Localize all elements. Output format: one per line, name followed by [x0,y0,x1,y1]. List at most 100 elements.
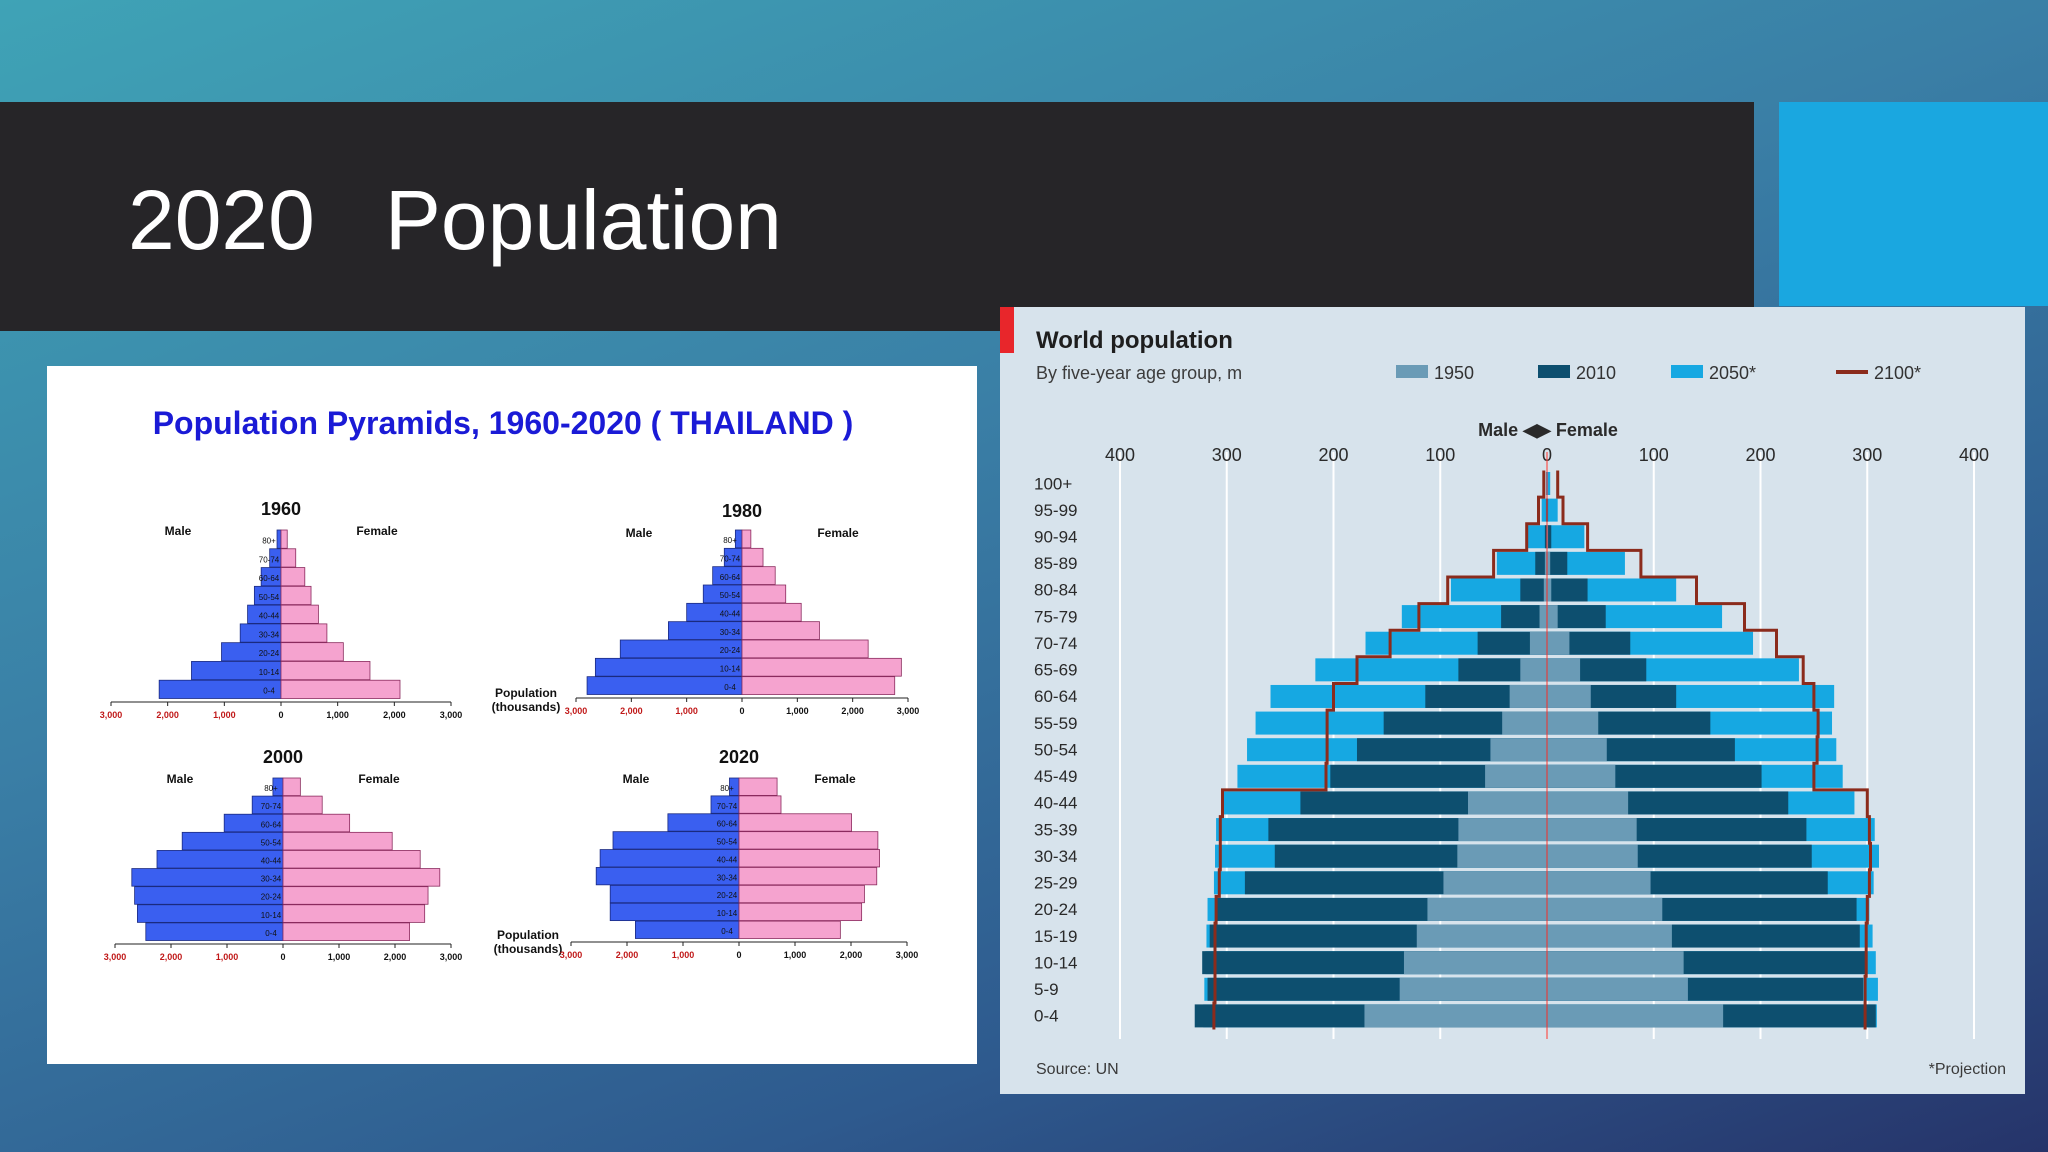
age-label: 80+ [264,784,278,793]
legend-swatch [1538,365,1570,378]
x-tick-label: 2,000 [160,952,183,962]
x-tick-label: 400 [1959,445,1989,465]
age-group-label: 50-54 [1034,740,1077,759]
female-bar [741,566,776,585]
bar-1950-female [1547,951,1684,975]
age-group-label: 35-39 [1034,820,1077,839]
center-label: Male ◀▶ Female [1478,420,1618,440]
female-label: Female [356,524,398,538]
age-label: 60-64 [720,573,741,582]
x-axis-label: Population [495,686,557,700]
x-tick-label: 3,000 [440,952,463,962]
bar-2010-male [1535,551,1547,575]
age-label: 20-24 [717,891,738,900]
x-tick-label: 1,000 [213,710,236,720]
female-bar [280,529,288,549]
x-tick-label: 200 [1745,445,1775,465]
bar-2010-female [1547,605,1606,629]
x-tick-label: 2,000 [620,706,643,716]
age-label: 80+ [723,536,737,545]
age-group-label: 80-84 [1034,581,1077,600]
male-label: Male [165,524,192,538]
female-bar [738,813,852,832]
bar-1950-male [1364,1004,1547,1028]
x-tick-label: 300 [1212,445,1242,465]
bar-1950-male [1543,578,1547,602]
bar-1950-female [1547,658,1581,682]
x-tick-label: 3,000 [100,710,123,720]
bar-1950-male [1458,818,1547,842]
age-label: 20-24 [261,893,282,902]
female-bar [282,904,426,923]
pyramid-1960: 1960 Male Female 0-4 10-14 20-24 30-34 40-44 50-… [100,499,561,720]
bar-2010-male [1501,605,1547,629]
thailand-pyramids-chart: Population Pyramids, 1960-2020 ( THAILAN… [100,405,920,962]
legend-label: 2050* [1709,363,1756,383]
x-tick-label: 400 [1105,445,1135,465]
bar-1950-female [1547,738,1607,762]
title-bar [0,102,1754,331]
age-label: 60-64 [717,820,738,829]
age-group-label: 25-29 [1034,874,1077,893]
world-source: Source: UN [1036,1061,1119,1078]
bar-1950-female [1547,897,1663,921]
male-bar [276,529,282,549]
female-bar [282,831,393,851]
age-label: 10-14 [720,665,741,674]
female-bar [738,884,865,904]
female-bar [738,902,863,922]
age-label: 0-4 [265,929,277,938]
female-bar [280,679,401,699]
bar-2010-female [1547,525,1552,549]
bar-2050-female [1547,472,1551,495]
bar-2010-female [1547,551,1568,575]
world-population-panel: World population By five-year age group,… [1000,307,2025,1094]
line-2100-female [1556,470,1872,1030]
female-bar [282,777,301,797]
female-label: Female [814,772,856,786]
x-tick-label: 2,000 [156,710,179,720]
bar-2050-female [1547,525,1585,549]
bar-2050-female [1547,498,1558,522]
bar-1950-male [1468,791,1547,815]
age-group-label: 45-49 [1034,767,1077,786]
bar-1950-female [1547,1004,1724,1028]
female-bar [280,567,306,587]
female-bar [741,621,820,640]
bar-2050-male [1541,498,1547,522]
age-label: 40-44 [717,855,738,864]
age-label: 80+ [720,784,734,793]
bar-2010-male [1544,525,1547,549]
age-group-label: 0-4 [1034,1007,1059,1026]
x-tick-label: 1,000 [675,706,698,716]
bar-1950-female [1547,605,1558,629]
female-bar [741,676,896,695]
x-tick-label: 3,000 [565,706,588,716]
bar-2050-male [1496,551,1547,575]
female-bar [738,867,878,886]
female-label: Female [817,526,859,540]
pyramid-year: 2020 [719,747,759,767]
female-bar [282,813,351,833]
female-bar [738,795,782,814]
x-tick-label: 3,000 [896,950,919,960]
age-label: 50-54 [720,591,741,600]
legend-swatch [1671,365,1703,378]
female-bar [282,886,429,905]
x-tick-label: 3,000 [440,710,463,720]
age-label: 30-34 [259,630,280,639]
bar-1950-male [1443,871,1547,895]
x-tick-label: 0 [280,952,285,962]
x-tick-label: 1,000 [216,952,239,962]
age-label: 40-44 [259,612,280,621]
thailand-pyramids-panel: Population Pyramids, 1960-2020 ( THAILAN… [47,366,977,1064]
female-bar [282,868,441,887]
age-label: 60-64 [259,574,280,583]
bar-2010-male [1477,631,1547,655]
bar-1950-female [1547,551,1551,575]
x-tick-label: 2,000 [384,952,407,962]
x-tick-label: 2,000 [840,950,863,960]
legend-label: 2010 [1576,363,1616,383]
bar-1950-male [1502,711,1547,735]
pyramid-year: 1960 [261,499,301,519]
